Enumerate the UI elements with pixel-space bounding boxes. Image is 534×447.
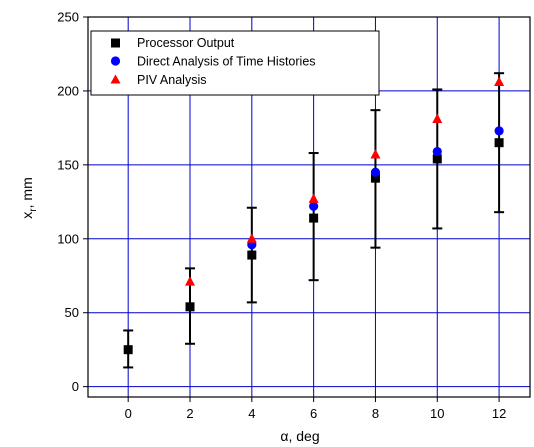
legend-marker-direct-analysis — [110, 56, 121, 66]
data-point-processor-output — [432, 154, 442, 164]
plot-frame — [87, 16, 531, 398]
data-point-piv-analysis — [308, 193, 319, 203]
data-point-processor-output — [123, 345, 133, 355]
y-tick-label: 200 — [57, 83, 79, 98]
data-markers — [123, 76, 505, 355]
legend-marker-processor-output — [111, 38, 120, 48]
x-tick-label: 10 — [430, 406, 444, 421]
x-tick-label: 8 — [372, 406, 379, 421]
legend-label-processor-output: Processor Output — [137, 36, 235, 50]
legend-label-piv-analysis: PIV Analysis — [137, 73, 206, 87]
axis-ticks — [83, 16, 500, 402]
data-point-piv-analysis — [185, 276, 195, 286]
legend: Processor Output Direct Analysis of Time… — [90, 30, 380, 96]
y-axis-label-subscript: r — [28, 208, 39, 212]
y-axis-label-main: x — [19, 212, 35, 219]
data-point-piv-analysis — [432, 113, 443, 124]
data-point-processor-output — [247, 250, 257, 260]
y-axis-label: xr, mm — [19, 177, 39, 218]
data-point-direct-analysis — [432, 146, 442, 157]
x-tick-label: 12 — [492, 406, 506, 421]
x-tick-labels: 0 2 4 6 8 10 12 — [125, 406, 507, 421]
data-point-piv-analysis — [246, 233, 257, 243]
y-tick-label: 150 — [57, 157, 79, 172]
data-point-direct-analysis — [494, 126, 504, 136]
x-tick-label: 0 — [125, 406, 132, 421]
y-axis-label-tail: , mm — [19, 177, 35, 208]
data-point-direct-analysis — [309, 201, 319, 211]
y-tick-label: 100 — [57, 231, 79, 246]
x-tick-label: 6 — [310, 406, 317, 421]
legend-marker-piv-analysis — [110, 74, 121, 84]
data-point-processor-output — [309, 213, 319, 223]
x-tick-label: 2 — [186, 406, 193, 421]
y-tick-labels: 0 50 100 150 200 250 — [57, 10, 79, 395]
data-point-processor-output — [370, 173, 380, 183]
data-point-direct-analysis — [370, 167, 381, 177]
y-tick-label: 0 — [72, 379, 79, 394]
data-point-processor-output — [185, 302, 195, 312]
data-point-piv-analysis — [370, 149, 381, 159]
x-tick-label: 4 — [248, 406, 255, 421]
legend-label-direct-analysis: Direct Analysis of Time Histories — [137, 55, 316, 69]
legend-box — [90, 30, 380, 96]
y-tick-label: 250 — [57, 10, 79, 25]
y-tick-label: 50 — [65, 305, 79, 320]
x-axis-label: α, deg — [280, 428, 319, 444]
data-point-piv-analysis — [494, 76, 505, 87]
data-point-processor-output — [494, 138, 504, 148]
